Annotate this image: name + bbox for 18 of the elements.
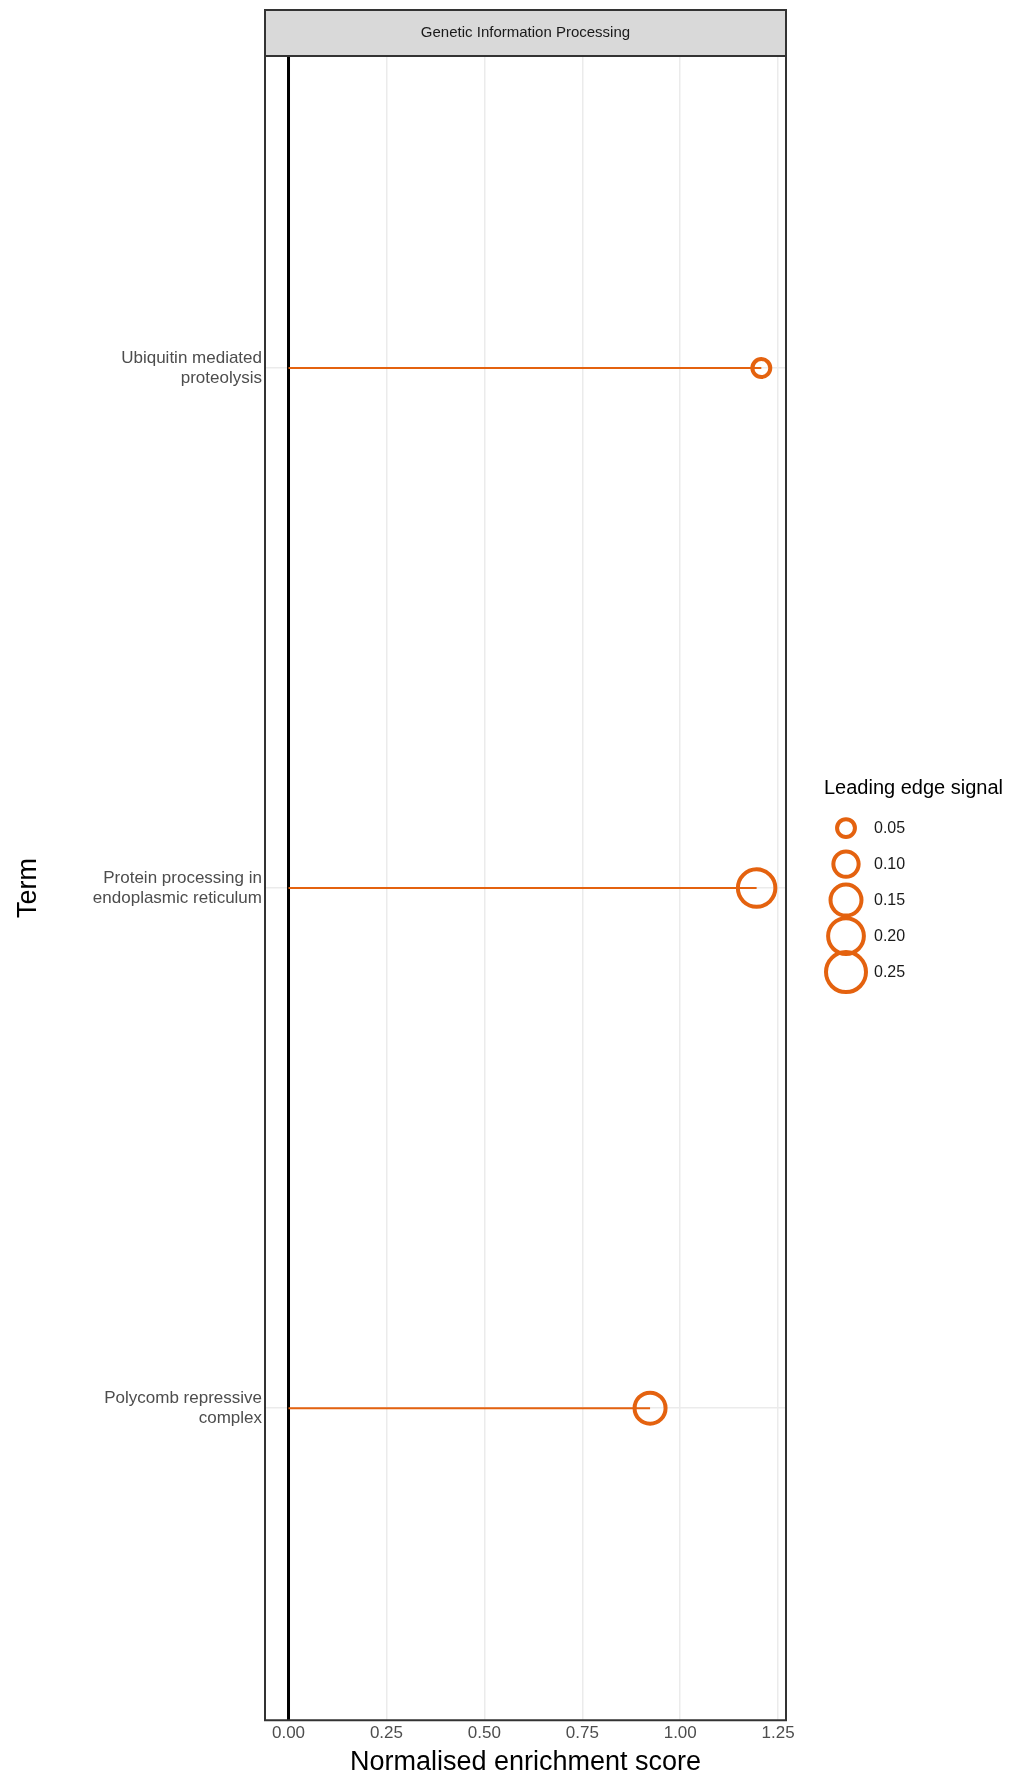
y-tick-label: Ubiquitin mediated proteolysis bbox=[121, 347, 262, 387]
legend-label: 0.20 bbox=[874, 926, 906, 944]
legend-label: 0.10 bbox=[874, 854, 906, 872]
x-tick-label: 0.75 bbox=[565, 1723, 599, 1743]
y-tick-label: Protein processing in endoplasmic reticulum bbox=[92, 867, 262, 907]
x-tick-label: 1.25 bbox=[761, 1723, 795, 1743]
x-tick-label: 1.00 bbox=[663, 1723, 697, 1743]
legend-title: Leading edge signal bbox=[824, 775, 1004, 798]
legend-label: 0.15 bbox=[874, 890, 906, 908]
legend-label: 0.25 bbox=[874, 962, 906, 980]
y-tick-label: Polycomb repressive complex bbox=[104, 1387, 263, 1428]
x-tick-label: 0.25 bbox=[369, 1723, 403, 1743]
x-tick-label: 0.00 bbox=[271, 1723, 306, 1743]
y-axis-title: Term bbox=[11, 858, 42, 919]
legend-label: 0.05 bbox=[874, 818, 906, 836]
chart-title: Genetic Information Processing bbox=[420, 23, 631, 41]
x-tick-label: 0.50 bbox=[467, 1723, 501, 1743]
x-axis-title: Normalised enrichment score bbox=[349, 1746, 702, 1777]
